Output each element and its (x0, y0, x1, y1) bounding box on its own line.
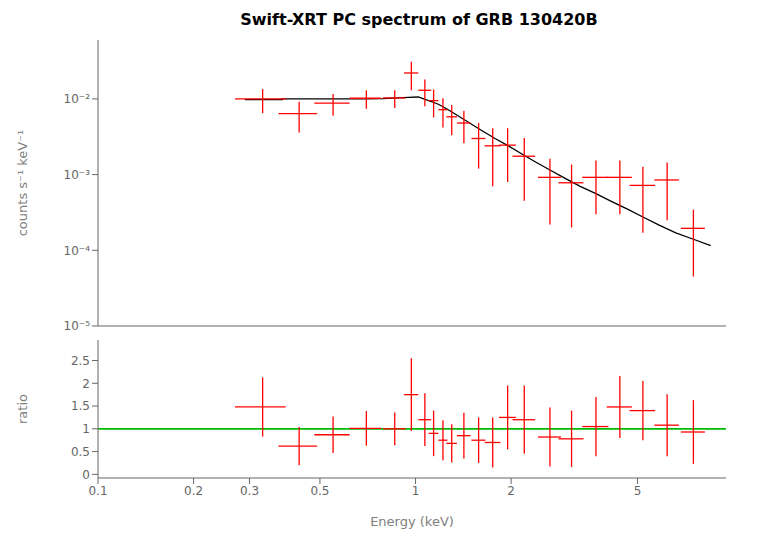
svg-text:2.5: 2.5 (71, 354, 90, 368)
svg-text:1: 1 (82, 422, 90, 436)
svg-text:10⁻²: 10⁻² (64, 92, 91, 106)
svg-text:0.2: 0.2 (184, 484, 203, 498)
svg-text:10⁻⁴: 10⁻⁴ (64, 244, 91, 258)
svg-text:2: 2 (507, 484, 515, 498)
svg-text:0.5: 0.5 (310, 484, 329, 498)
svg-text:0: 0 (82, 468, 90, 482)
svg-text:1: 1 (412, 484, 420, 498)
html-text:Swift-XRT PC spectrum of GRB 1: Swift-XRT PC spectrum of GRB 130420B (240, 10, 598, 29)
svg-text:0.1: 0.1 (88, 484, 107, 498)
svg-text:1.5: 1.5 (71, 399, 90, 413)
svg-text:0.5: 0.5 (71, 445, 90, 459)
svg-text:10⁻⁵: 10⁻⁵ (64, 319, 91, 332)
svg-text:5: 5 (634, 484, 642, 498)
svg-text:0.3: 0.3 (240, 484, 259, 498)
svg-text:counts s⁻¹ keV⁻¹: counts s⁻¹ keV⁻¹ (15, 130, 30, 237)
svg-text:10⁻³: 10⁻³ (64, 168, 91, 182)
svg-text:ratio: ratio (15, 394, 30, 424)
svg-text:Energy (keV): Energy (keV) (370, 514, 454, 529)
svg-text:2: 2 (82, 377, 90, 391)
